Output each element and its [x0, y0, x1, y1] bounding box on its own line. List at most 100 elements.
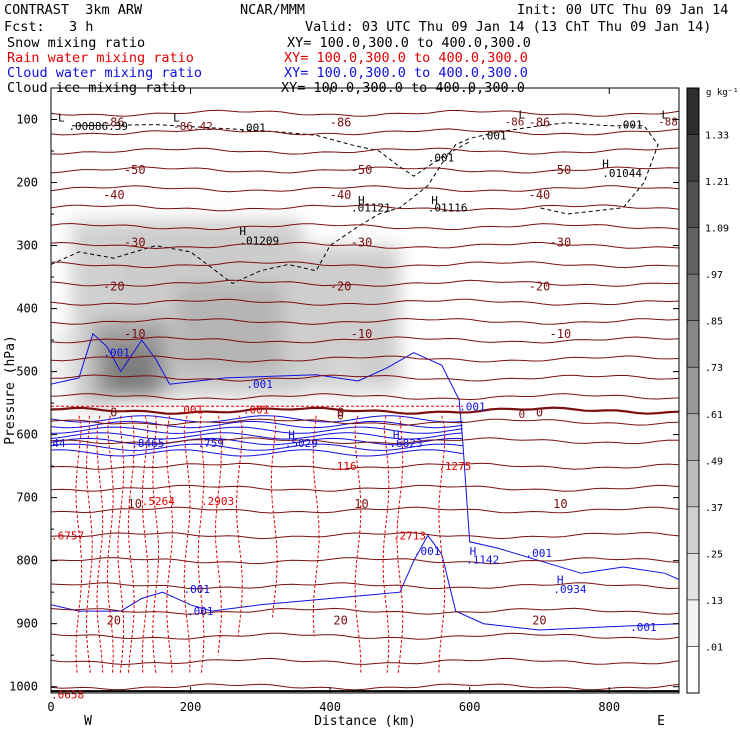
colorbar-swatch — [687, 320, 699, 368]
isotherm-label: 0 — [110, 406, 117, 420]
isotherm-label: -50 — [124, 163, 146, 177]
x-end-label-east: E — [657, 714, 665, 729]
rain-contour — [438, 415, 446, 675]
contour-value-label: .01209 — [239, 235, 279, 248]
contour-value-label: 0 — [337, 410, 344, 423]
isotherm-line — [51, 657, 679, 666]
isotherm-label: -30 — [124, 235, 146, 249]
isotherm-line — [51, 683, 679, 691]
isotherm-line — [51, 241, 679, 250]
contour-value-label: H — [557, 574, 564, 587]
contour-value-label: H — [239, 225, 246, 238]
isotherm-line — [51, 437, 679, 445]
colorbar-swatch — [687, 413, 699, 461]
colorbar-label: 1.09 — [705, 224, 729, 235]
isotherm-line — [51, 279, 679, 287]
isotherm-line — [51, 261, 679, 269]
contour-value-label: H — [602, 158, 609, 171]
cloud-water-contour — [51, 426, 463, 434]
isotherm-label: -40 — [529, 188, 551, 202]
isotherm-line — [51, 185, 679, 193]
cloud-water-contour — [51, 437, 463, 446]
colorbar-label: .97 — [705, 270, 723, 281]
isotherm-line — [51, 418, 679, 426]
isotherm-line — [51, 531, 679, 540]
contour-value-label: H — [358, 194, 365, 207]
cloud-water-contour — [51, 534, 679, 631]
rain-contour — [106, 415, 114, 675]
plot-frame — [50, 87, 680, 694]
contour-value-label: L — [662, 108, 669, 121]
contour-value-label: .01044 — [602, 167, 642, 180]
colorbar-swatch — [687, 227, 699, 275]
y-tick-label: 500 — [16, 365, 38, 379]
colorbar-swatch — [687, 553, 699, 601]
rain-contour — [183, 415, 191, 675]
rain-contour — [117, 415, 125, 675]
colorbar-label: .25 — [705, 549, 723, 560]
isotherm-label: -86 — [103, 116, 125, 130]
isotherm-label: -20 — [330, 280, 352, 294]
legend-rain-xy: XY= 100.0,300.0 to 400.0,300.0 — [284, 50, 528, 66]
y-tick-label: 600 — [16, 428, 38, 442]
colorbar-frame — [686, 87, 700, 694]
contour-value-label: -86.42 — [173, 120, 213, 133]
contour-value-label: H — [470, 545, 477, 558]
colorbar-label: 1.21 — [705, 177, 729, 188]
contour-value-label: .5029 — [285, 437, 318, 450]
contour-value-label: .001 — [184, 583, 211, 596]
isotherm-label: -50 — [550, 163, 572, 177]
contour-value-label: .1275 — [438, 460, 471, 473]
rain-contour — [354, 415, 362, 675]
contour-value-label: .0658 — [51, 688, 84, 701]
contour-value-label: .001 — [616, 119, 643, 132]
isotherm-line — [51, 406, 679, 415]
contour-value-label: .00886.39 — [68, 120, 128, 133]
contour-value-label: .01116 — [428, 202, 468, 215]
rain-contour — [75, 415, 83, 675]
y-tick-label: 800 — [16, 554, 38, 568]
y-tick-label: 300 — [16, 239, 38, 253]
rain-contour — [85, 415, 93, 675]
colorbar-unit: g kg⁻¹ — [706, 88, 739, 98]
isotherm-lines — [51, 109, 679, 693]
colorbar-label: .37 — [705, 503, 723, 514]
contour-value-label: L — [173, 112, 180, 125]
rain-contour — [141, 415, 149, 675]
legend-snow-xy: XY= 100.0,300.0 to 400.0,300.0 — [287, 35, 531, 51]
contour-value-label: L — [58, 112, 65, 125]
y-tick-label: 100 — [16, 113, 38, 127]
contour-value-label: .0934 — [553, 583, 586, 596]
contour-value-label: .001 — [630, 621, 657, 634]
rain-contour — [270, 415, 278, 618]
isotherm-label: 20 — [107, 614, 121, 628]
contour-value-label: .001 — [177, 403, 204, 416]
isotherm-line — [51, 607, 679, 615]
isotherm-label: -40 — [103, 188, 125, 202]
isotherm-label: -10 — [550, 327, 572, 341]
cloud-water-contour — [51, 432, 463, 440]
isotherm-label: 10 — [354, 497, 368, 511]
contour-decoration — [51, 122, 679, 675]
isotherm-line — [51, 632, 679, 640]
cloud-water-contour — [51, 420, 463, 429]
isotherm-label: 20 — [532, 614, 546, 628]
contour-value-label: 0 — [519, 408, 526, 421]
isotherm-line — [51, 109, 679, 117]
contour-value-label: .001 — [480, 129, 507, 142]
isotherm-line — [51, 298, 679, 306]
contour-value-label: .001 — [246, 378, 273, 391]
contour-labels: -86 -86 -86 -50 -50 -50 -40 -40 -40 -30 -30 -30 -20 -… — [51, 108, 678, 701]
isotherm-line — [51, 147, 679, 155]
rain-contour — [197, 415, 205, 675]
isotherm-label: 0 — [536, 406, 543, 420]
contour-value-label: .2713 — [393, 529, 426, 542]
cloud-water-contour — [51, 332, 679, 581]
legend-rain-label: Rain water mixing ratio — [7, 50, 194, 66]
colorbar-swatch — [687, 134, 699, 182]
isotherm-label: -10 — [124, 327, 146, 341]
y-axis-title: Pressure (hPa) — [3, 335, 18, 445]
isotherm-label: 10 — [553, 497, 567, 511]
isotherm-line — [51, 506, 679, 514]
